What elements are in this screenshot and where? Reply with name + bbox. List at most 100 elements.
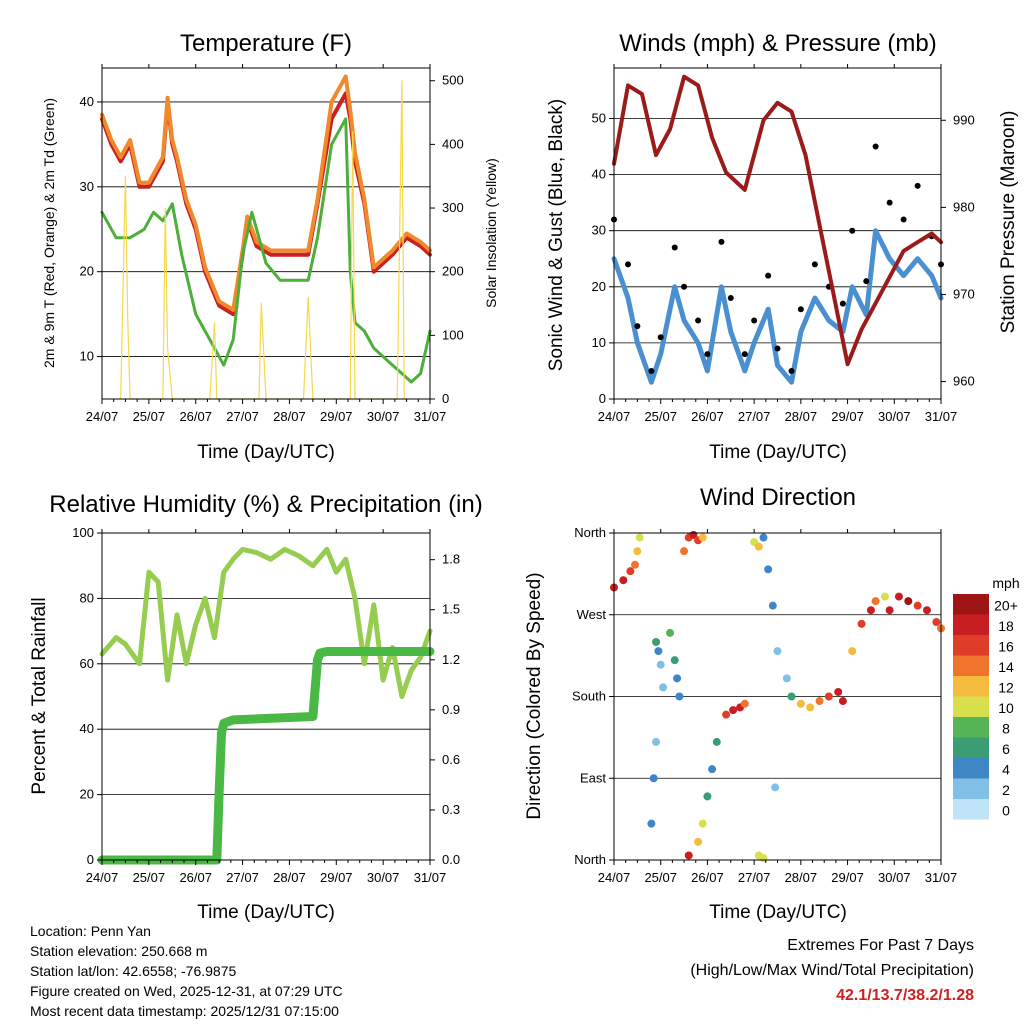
direction-point [740,699,749,708]
direction-point [913,601,922,610]
dir-xtick-label: 25/07 [644,870,677,885]
extremes-heading: Extremes For Past 7 Days [787,937,974,954]
rh-ytick-label: 60 [80,656,94,671]
direction-title: Wind Direction [700,484,856,511]
direction-point [773,647,782,656]
wind-gust-point [886,199,893,206]
wind-y2tick-label: 970 [953,286,975,301]
direction-point [703,792,712,801]
wind-gust-point [727,295,734,302]
direction-point [759,533,768,542]
wind-gust-point [681,283,688,290]
direction-point [824,692,833,701]
rh-y2tick-label: 0.0 [442,852,460,867]
direction-point [771,783,780,792]
legend-swatch [953,635,989,656]
rh-y2tick-label: 0.6 [442,752,460,767]
temp-ytick-label: 40 [80,94,94,109]
temp-y2tick-label: 300 [442,200,464,215]
rh-y2tick-label: 0.3 [442,802,460,817]
wind-gust-point [774,345,781,352]
temp-ytick-label: 10 [80,349,94,364]
direction-point [652,737,661,746]
wind-gust-point [914,182,921,189]
temperature-ylabel: 2m & 9m T (Red, Orange) & 2m Td (Green) [41,98,57,368]
wind-y2tick-label: 990 [953,112,975,127]
legend-label: 6 [1002,741,1010,757]
direction-point [894,592,903,601]
wind-gust-point [704,351,711,358]
humidity-panel: Relative Humidity (%) & Precipitation (i… [29,491,483,923]
temp-y2tick-label: 400 [442,136,464,151]
direction-point [932,618,941,627]
legend-title: mph [992,575,1019,591]
rh-xtick-label: 26/07 [179,870,212,885]
extremes-box: Extremes For Past 7 Days (High/Low/Max W… [690,933,974,1008]
direction-point [666,628,675,637]
winds-xlabel: Time (Day/UTC) [709,442,847,463]
legend-label: 0 [1002,803,1010,819]
wind-xtick-label: 28/07 [785,409,818,424]
direction-point [722,710,731,719]
direction-point [866,606,875,615]
direction-point [871,597,880,606]
direction-point [834,687,843,696]
rh-xtick-label: 30/07 [367,870,400,885]
dir-xtick-label: 30/07 [878,870,911,885]
rh-y2tick-label: 1.2 [442,652,460,667]
direction-point [626,567,635,576]
legend-swatch [953,676,989,697]
wind-y2tick-label: 980 [953,199,975,214]
wind-ytick-label: 10 [592,335,606,350]
winds-ylabel: Sonic Wind & Gust (Blue, Black) [546,99,567,371]
wind-ytick-label: 20 [592,279,606,294]
temperature-plot-frame [101,67,431,400]
rh-xtick-label: 25/07 [133,870,166,885]
rh-y2tick-label: 1.5 [442,602,460,617]
temp-xtick-label: 29/07 [320,409,353,424]
rh-ytick-label: 20 [80,787,94,802]
temperature-xlabel: Time (Day/UTC) [197,442,335,463]
dir-xtick-label: 29/07 [831,870,864,885]
legend-swatch [953,594,989,615]
direction-point [680,547,689,556]
humidity-ylabel: Percent & Total Rainfall [29,597,50,794]
temp-xtick-label: 30/07 [367,409,400,424]
rh-ytick-label: 100 [72,525,94,540]
dir-ytick-label: North [574,525,606,540]
temp-xtick-label: 24/07 [86,409,119,424]
wind-gust-point [671,244,678,251]
temperature-y2label: Solar Insolation (Yellow) [483,158,499,308]
wind-gust-point [849,227,856,234]
legend-swatch [953,717,989,738]
wind-gust-point [839,300,846,307]
rh-xtick-label: 27/07 [226,870,259,885]
legend-label: 14 [998,659,1014,675]
wind-ytick-label: 30 [592,223,606,238]
dir-xtick-label: 31/07 [925,870,958,885]
direction-point [694,837,703,846]
wind-xtick-label: 31/07 [925,409,958,424]
direction-point [631,560,640,569]
direction-point [796,699,805,708]
humidity-plot-frame [101,532,431,861]
direction-point [656,660,665,669]
wind-xtick-label: 29/07 [831,409,864,424]
winds-y2label: Station Pressure (Maroon) [998,111,1019,334]
direction-point [708,765,717,774]
wind-xtick-label: 26/07 [691,409,724,424]
legend-swatch [953,778,989,799]
wind-gust-point [657,334,664,341]
rh-y2tick-label: 0.9 [442,702,460,717]
wind-gust-point [648,367,655,374]
direction-point [673,674,682,683]
humidity-title: Relative Humidity (%) & Precipitation (i… [49,491,482,518]
extremes-subheading: (High/Low/Max Wind/Total Precipitation) [690,962,974,979]
legend-swatch [953,799,989,820]
direction-point [652,638,661,646]
wind-ytick-label: 40 [592,167,606,182]
wind-xtick-label: 24/07 [598,409,631,424]
temp-series-2m-td [100,117,432,384]
station-info: Location: Penn Yan Station elevation: 25… [30,921,343,1021]
